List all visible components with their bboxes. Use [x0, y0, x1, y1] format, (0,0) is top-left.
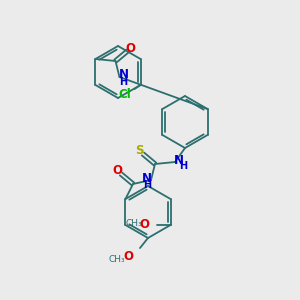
Text: O: O: [112, 164, 122, 176]
Text: O: O: [123, 250, 133, 262]
Text: CH₃: CH₃: [125, 220, 142, 229]
Text: H: H: [119, 77, 128, 87]
Text: N: N: [174, 154, 184, 166]
Text: O: O: [125, 41, 136, 55]
Text: O: O: [140, 218, 149, 230]
Text: CH₃: CH₃: [109, 256, 125, 265]
Text: S: S: [135, 143, 143, 157]
Text: Cl: Cl: [118, 88, 131, 100]
Text: H: H: [179, 161, 187, 171]
Text: N: N: [118, 68, 128, 82]
Text: N: N: [142, 172, 152, 184]
Text: H: H: [143, 180, 151, 190]
